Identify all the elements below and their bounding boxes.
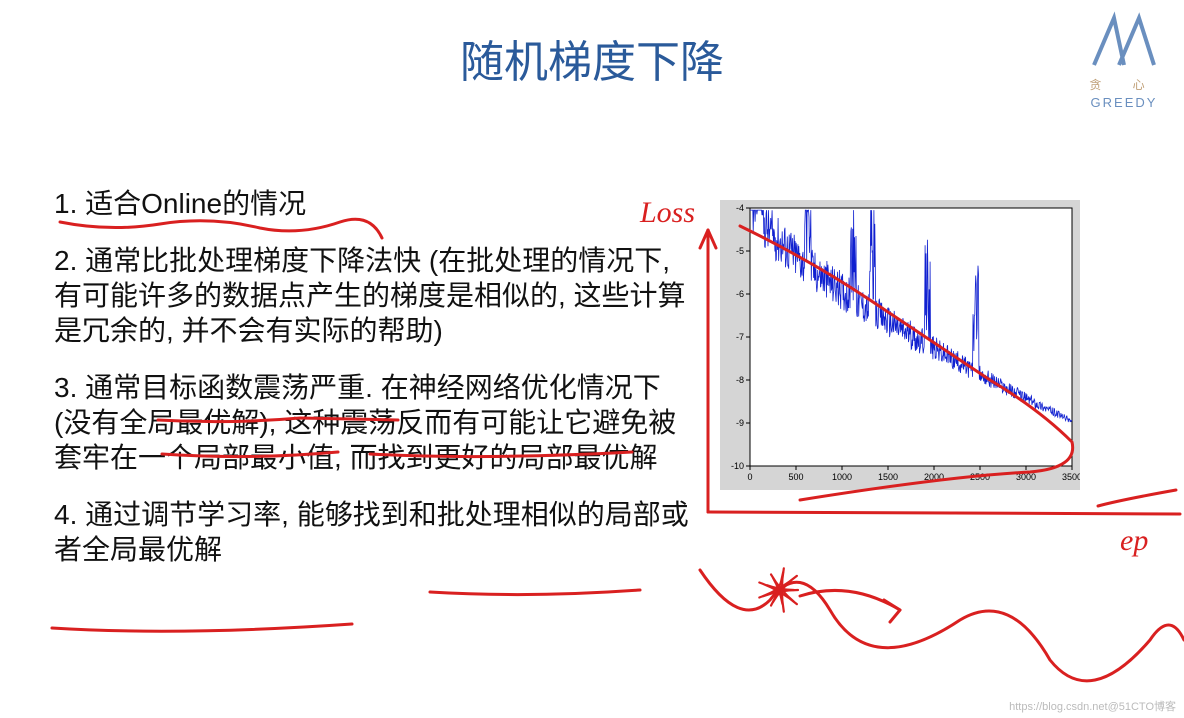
svg-text:ep: ep <box>1120 524 1148 557</box>
svg-text:3500: 3500 <box>1062 472 1080 482</box>
logo-mark <box>1084 10 1164 70</box>
bullet-item: 1. 适合Online的情况 <box>54 186 694 221</box>
svg-text:2000: 2000 <box>924 472 944 482</box>
logo-cn: 贪 心 <box>1074 76 1174 93</box>
bullet-item: 2. 通常比批处理梯度下降法快 (在批处理的情况下, 有可能许多的数据点产生的梯… <box>54 243 694 348</box>
loss-chart: -10 -9 -8 -7 -6 -5 -4 0 500 1000 1500 2000 2500 3000 3… <box>720 200 1080 490</box>
bullet-list: 1. 适合Online的情况 2. 通常比批处理梯度下降法快 (在批处理的情况下… <box>54 186 694 589</box>
svg-text:-4: -4 <box>736 203 744 213</box>
svg-text:500: 500 <box>788 472 803 482</box>
svg-text:3000: 3000 <box>1016 472 1036 482</box>
svg-text:2500: 2500 <box>970 472 990 482</box>
svg-text:1500: 1500 <box>878 472 898 482</box>
bullet-item: 3. 通常目标函数震荡严重. 在神经网络优化情况下(没有全局最优解), 这种震荡… <box>54 370 694 475</box>
svg-text:-5: -5 <box>736 246 744 256</box>
svg-text:-6: -6 <box>736 289 744 299</box>
svg-text:-10: -10 <box>731 461 744 471</box>
svg-text:1000: 1000 <box>832 472 852 482</box>
watermark: https://blog.csdn.net@51CTO博客 <box>1009 698 1176 714</box>
svg-text:0: 0 <box>747 472 752 482</box>
page-title: 随机梯度下降 <box>0 26 1184 90</box>
svg-text:-8: -8 <box>736 375 744 385</box>
logo-en: GREEDY <box>1074 95 1174 110</box>
svg-text:-9: -9 <box>736 418 744 428</box>
bullet-item: 4. 通过调节学习率, 能够找到和批处理相似的局部或者全局最优解 <box>54 497 694 567</box>
brand-logo: 贪 心 GREEDY <box>1074 10 1174 110</box>
svg-text:-7: -7 <box>736 332 744 342</box>
